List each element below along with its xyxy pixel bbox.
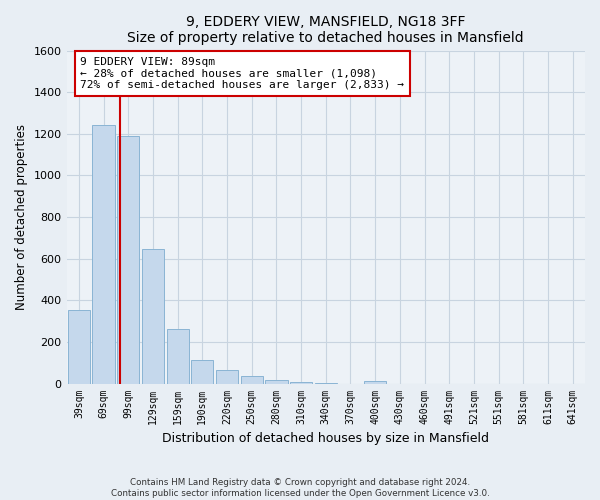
Bar [117, 136, 139, 384]
Bar [290, 382, 312, 384]
Bar [241, 376, 263, 384]
Y-axis label: Number of detached properties: Number of detached properties [15, 124, 28, 310]
Text: 9 EDDERY VIEW: 89sqm
← 28% of detached houses are smaller (1,098)
72% of semi-de: 9 EDDERY VIEW: 89sqm ← 28% of detached h… [80, 57, 404, 90]
Bar [167, 330, 189, 384]
Bar [265, 380, 287, 384]
Bar [216, 370, 238, 384]
Bar [364, 381, 386, 384]
X-axis label: Distribution of detached houses by size in Mansfield: Distribution of detached houses by size … [162, 432, 489, 445]
Bar [68, 310, 90, 384]
Bar [92, 126, 115, 384]
Bar [191, 360, 214, 384]
Text: Contains HM Land Registry data © Crown copyright and database right 2024.
Contai: Contains HM Land Registry data © Crown c… [110, 478, 490, 498]
Bar [142, 250, 164, 384]
Title: 9, EDDERY VIEW, MANSFIELD, NG18 3FF
Size of property relative to detached houses: 9, EDDERY VIEW, MANSFIELD, NG18 3FF Size… [127, 15, 524, 45]
